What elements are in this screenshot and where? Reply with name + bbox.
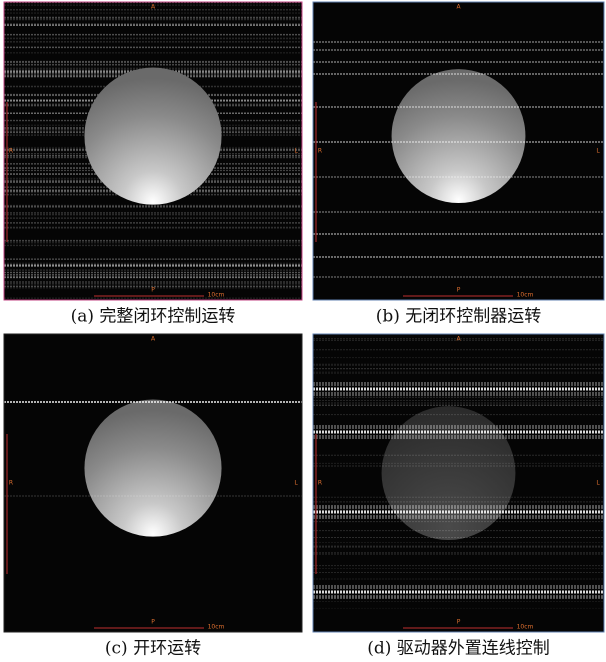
panel-content: [313, 2, 604, 300]
marker-bottom: P: [151, 287, 155, 294]
marker-left: R: [318, 480, 322, 487]
scale-label: 10cm: [517, 292, 534, 299]
caption: (b) 无闭环控制器运转: [376, 307, 542, 327]
marker-bottom: P: [457, 619, 461, 626]
marker-left: R: [318, 148, 322, 155]
phantom: [392, 69, 526, 203]
scale-label: 10cm: [517, 624, 534, 631]
scale-label: 10cm: [208, 624, 225, 631]
panel-content: [313, 334, 604, 632]
caption: (c) 开环运转: [105, 639, 201, 659]
phantom: [84, 68, 221, 205]
marker-bottom: P: [457, 287, 461, 294]
phantom: [84, 400, 221, 537]
marker-left: R: [9, 148, 13, 155]
panel-content: [4, 334, 302, 632]
page: {"panels": [ {"caption": "(a) 完整闭环控制运转",…: [0, 0, 606, 662]
marker-left: R: [9, 480, 13, 487]
figure: ARLP10cm(a) 完整闭环控制运转ARLP10cm(b) 无闭环控制器运转…: [0, 0, 606, 662]
scale-label: 10cm: [208, 292, 225, 299]
panel-content: [4, 2, 302, 300]
caption: (a) 完整闭环控制运转: [71, 307, 236, 327]
caption: (d) 驱动器外置连线控制: [367, 639, 550, 659]
marker-bottom: P: [151, 619, 155, 626]
